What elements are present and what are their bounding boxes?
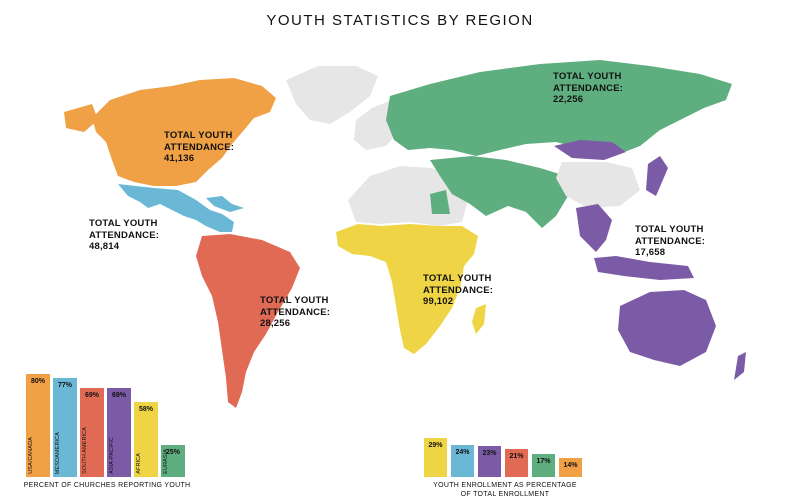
bar-mesoamerica: 77% MESOAMERICA (53, 378, 77, 477)
bar-eurasia: 25% EURASIA (161, 445, 185, 477)
youth-enrollment-title-line-1: YOUTH ENROLLMENT AS PERCENTAGE (433, 482, 577, 489)
region-south-america (196, 234, 300, 408)
youth-enrollment-chart: 29% 24% 23% 21% 17% 14% (424, 438, 586, 477)
attendance-value: 41,136 (164, 153, 195, 164)
bar-value-label: 25% (165, 449, 180, 456)
bar-value-label: 24% (455, 449, 470, 456)
bar-value-label: 14% (563, 462, 578, 469)
region-asia-pacific-islands (594, 256, 694, 280)
page-title: YOUTH STATISTICS BY REGION (266, 12, 534, 29)
attendance-caption: TOTAL YOUTH ATTENDANCE: (553, 71, 624, 94)
churches-reporting-youth-chart: 80% USA/CANADA 77% MESOAMERICA 69% SOUTH AMER… (26, 374, 186, 477)
eurasia-attendance-label: TOTAL YOUTH ATTENDANCE: 22,256 (553, 71, 637, 106)
attendance-value: 17,658 (635, 247, 666, 258)
attendance-caption: TOTAL YOUTH ATTENDANCE: (635, 224, 706, 247)
bar-asia-pacific: 23% (478, 446, 501, 477)
churches-reporting-youth-title: PERCENT OF CHURCHES REPORTING YOUTH (23, 482, 191, 489)
region-asia-pacific (576, 204, 612, 252)
region-eurasia (386, 60, 732, 156)
south-america-attendance-label: TOTAL YOUTH ATTENDANCE: 28,256 (260, 295, 344, 330)
region-asia-pacific-new-zealand (734, 352, 746, 380)
bar-category-label: SOUTH AMERICA (82, 427, 88, 474)
bar-value-label: 58% (138, 406, 153, 413)
attendance-caption: TOTAL YOUTH ATTENDANCE: (164, 130, 235, 153)
bar-category-label: ASIA-PACIFIC (109, 437, 115, 474)
attendance-value: 22,256 (553, 94, 584, 105)
bar-asia-pacific: 69% ASIA-PACIFIC (107, 388, 131, 477)
region-asia-pacific-china-other (556, 162, 640, 208)
attendance-value: 48,814 (89, 241, 120, 252)
bar-value-label: 77% (57, 382, 72, 389)
usa-canada-attendance-label: TOTAL YOUTH ATTENDANCE: 41,136 (164, 130, 246, 165)
attendance-caption: TOTAL YOUTH ATTENDANCE: (423, 273, 494, 296)
bar-category-label: EURASIA (163, 449, 169, 474)
greenland-shape (286, 66, 378, 124)
youth-enrollment-title: YOUTH ENROLLMENT AS PERCENTAGE OF TOTAL … (410, 481, 600, 499)
bar-africa: 58% AFRICA (134, 402, 158, 477)
region-mesoamerica (118, 184, 234, 232)
bar-usa-canada: 14% (559, 458, 582, 477)
asia-pacific-attendance-label: TOTAL YOUTH ATTENDANCE: 17,658 (635, 224, 719, 259)
bar-eurasia: 17% (532, 454, 555, 477)
bar-category-label: AFRICA (136, 453, 142, 474)
bar-category-label: USA/CANADA (28, 437, 34, 474)
attendance-caption: TOTAL YOUTH ATTENDANCE: (260, 295, 331, 318)
bar-category-label: MESOAMERICA (55, 431, 61, 474)
region-mesoamerica-caribbean (206, 196, 244, 212)
region-asia-pacific-mongolia (554, 140, 626, 160)
attendance-value: 28,256 (260, 318, 291, 329)
bar-value-label: 17% (536, 458, 551, 465)
region-usa-canada-alaska (64, 104, 98, 132)
bar-africa: 29% (424, 438, 447, 477)
bar-mesoamerica: 24% (451, 445, 474, 477)
mesoamerica-attendance-label: TOTAL YOUTH ATTENDANCE: 48,814 (89, 218, 173, 253)
youth-enrollment-title-line-2: OF TOTAL ENROLLMENT (460, 491, 550, 498)
region-africa-madagascar (472, 304, 486, 334)
bar-south-america: 69% SOUTH AMERICA (80, 388, 104, 477)
attendance-value: 99,102 (423, 296, 454, 307)
bar-value-label: 23% (482, 450, 497, 457)
bar-usa-canada: 80% USA/CANADA (26, 374, 50, 477)
region-eurasia-middle-east (430, 156, 568, 228)
bar-value-label: 69% (111, 392, 126, 399)
region-asia-pacific-japan (646, 156, 668, 196)
bar-value-label: 80% (30, 378, 45, 385)
africa-attendance-label: TOTAL YOUTH ATTENDANCE: 99,102 (423, 273, 507, 308)
bar-value-label: 29% (428, 442, 443, 449)
region-eurasia-egypt (430, 190, 450, 214)
region-usa-canada (92, 78, 276, 186)
bar-value-label: 69% (84, 392, 99, 399)
region-asia-pacific-australia (618, 290, 716, 366)
region-africa (336, 224, 478, 354)
bar-south-america: 21% (505, 449, 528, 477)
attendance-caption: TOTAL YOUTH ATTENDANCE: (89, 218, 160, 241)
bar-value-label: 21% (509, 453, 524, 460)
